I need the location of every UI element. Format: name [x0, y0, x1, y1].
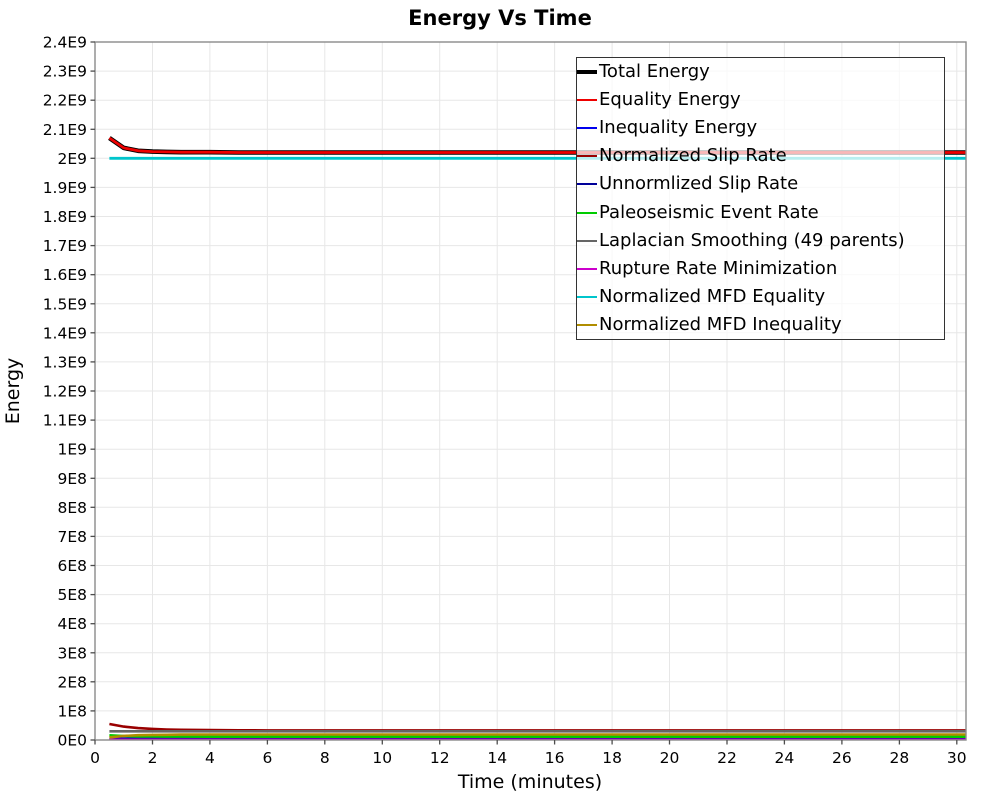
x-tick-label: 6	[262, 749, 272, 767]
legend-item: Normalized MFD Equality	[577, 283, 944, 311]
legend-label: Equality Energy	[599, 89, 741, 111]
y-tick-label: 0E0	[57, 732, 87, 750]
y-tick-label: 4E8	[57, 615, 87, 633]
y-tick-label: 7E8	[57, 528, 87, 546]
legend-label: Normalized MFD Equality	[599, 285, 826, 307]
legend-item: Normalized Slip Rate	[577, 142, 944, 170]
x-tick-label: 8	[320, 749, 330, 767]
legend-swatch-total-energy	[577, 70, 597, 75]
legend-swatch-rupture-rate-minimization	[577, 267, 597, 270]
y-tick-label: 1.3E9	[43, 353, 87, 371]
legend-swatch-unnormlized-slip-rate	[577, 183, 597, 186]
y-tick-label: 1.2E9	[43, 383, 87, 401]
legend-item: Normalized MFD Inequality	[577, 311, 944, 339]
legend-label: Inequality Energy	[599, 117, 758, 139]
legend-swatch-normalized-mfd-equality	[577, 295, 597, 298]
series-paleoseismic-event-rate	[109, 734, 966, 739]
tick-marks	[90, 41, 958, 745]
x-tick-label: 30	[947, 749, 967, 767]
legend-swatch-normalized-mfd-inequality	[577, 323, 597, 326]
x-tick-label: 10	[372, 749, 392, 767]
series-normalized-mfd-inequality	[109, 733, 966, 739]
y-tick-label: 2E8	[57, 673, 87, 691]
legend-label: Total Energy	[599, 61, 710, 83]
y-tick-label: 1E8	[57, 702, 87, 720]
y-tick-label: 2.2E9	[43, 92, 87, 110]
legend-swatch-inequality-energy	[577, 127, 597, 130]
legend-item: Paleoseismic Event Rate	[577, 199, 944, 227]
legend-item: Total Energy	[577, 58, 944, 86]
legend-swatch-paleoseismic-event-rate	[577, 211, 597, 214]
y-tick-label: 1E9	[57, 441, 87, 459]
y-tick-label: 1.8E9	[43, 208, 87, 226]
x-tick-label: 2	[148, 749, 158, 767]
x-tick-label: 12	[430, 749, 450, 767]
legend-item: Equality Energy	[577, 86, 944, 114]
x-tick-label: 0	[90, 749, 100, 767]
x-tick-label: 20	[660, 749, 680, 767]
legend-label: Laplacian Smoothing (49 parents)	[599, 229, 905, 251]
y-tick-label: 5E8	[57, 586, 87, 604]
y-tick-label: 1.7E9	[43, 237, 87, 255]
legend-label: Rupture Rate Minimization	[599, 257, 838, 279]
legend-item: Rupture Rate Minimization	[577, 255, 944, 283]
x-tick-label: 18	[602, 749, 622, 767]
legend-swatch-equality-energy	[577, 99, 597, 102]
y-tick-label: 8E8	[57, 499, 87, 517]
legend-label: Paleoseismic Event Rate	[599, 201, 819, 223]
y-axis-label: Energy	[2, 358, 24, 425]
x-tick-label: 16	[545, 749, 565, 767]
y-tick-label: 9E8	[57, 470, 87, 488]
x-tick-label: 24	[775, 749, 795, 767]
x-tick-label: 28	[890, 749, 910, 767]
legend-item: Laplacian Smoothing (49 parents)	[577, 227, 944, 255]
y-tick-label: 1.6E9	[43, 266, 87, 284]
x-tick-label: 26	[832, 749, 852, 767]
y-tick-label: 2.3E9	[43, 63, 87, 81]
y-tick-label: 2E9	[57, 150, 87, 168]
series-normalized-slip-rate	[109, 722, 966, 732]
chart-title: Energy Vs Time	[408, 6, 592, 30]
legend-label: Normalized MFD Inequality	[599, 313, 842, 335]
y-tick-label: 2.1E9	[43, 121, 87, 139]
y-tick-label: 3E8	[57, 644, 87, 662]
x-tick-label: 4	[205, 749, 215, 767]
legend-item: Inequality Energy	[577, 114, 944, 142]
y-tick-label: 1.1E9	[43, 412, 87, 430]
x-tick-label: 14	[487, 749, 507, 767]
tick-labels: 0E0 1E8 2E8 3E8 4E8 5E8 6E8 7E8 8E8 9E8 1E9 1.1E9 1.…	[43, 34, 967, 768]
legend-swatch-laplacian-smoothing-49-parents	[577, 239, 597, 242]
legend: Total Energy Equality Energy Inequality En…	[576, 57, 945, 340]
legend-swatch-normalized-slip-rate	[577, 155, 597, 158]
y-tick-label: 1.9E9	[43, 179, 87, 197]
x-tick-label: 22	[717, 749, 737, 767]
legend-item: Unnormlized Slip Rate	[577, 170, 944, 198]
y-tick-label: 2.4E9	[43, 34, 87, 52]
y-tick-label: 1.5E9	[43, 295, 87, 313]
legend-label: Normalized Slip Rate	[599, 145, 787, 167]
legend-label: Unnormlized Slip Rate	[599, 173, 799, 195]
y-tick-label: 6E8	[57, 557, 87, 575]
y-tick-label: 1.4E9	[43, 324, 87, 342]
x-axis-label: Time (minutes)	[457, 771, 602, 793]
